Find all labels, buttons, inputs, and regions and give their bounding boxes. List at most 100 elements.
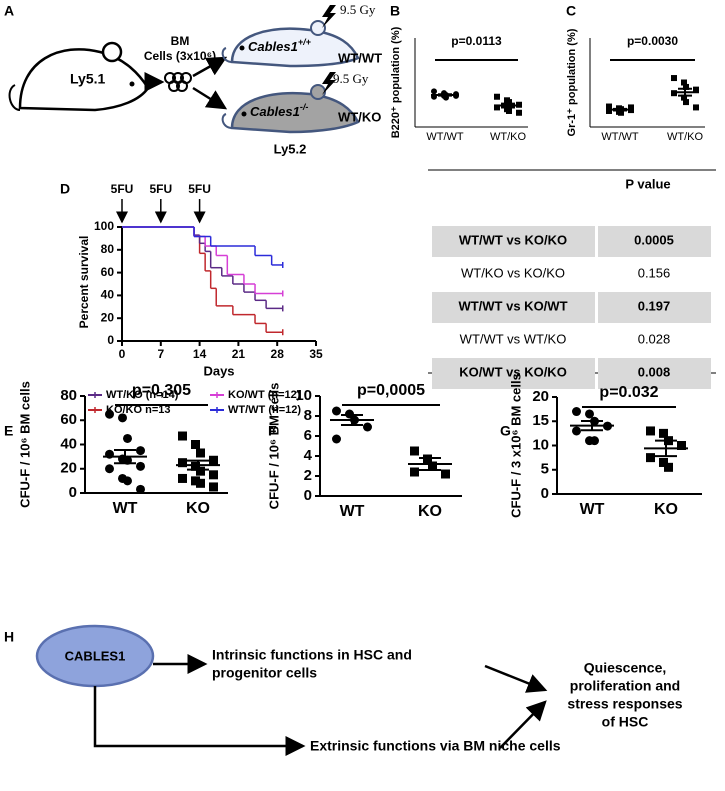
genotype: -/- <box>300 102 309 112</box>
arrow-label: Intrinsic functions in HSC and <box>212 647 412 663</box>
data-point <box>681 94 687 101</box>
table-row-shade <box>432 358 595 389</box>
table-cell: 0.0005 <box>634 232 674 247</box>
outcome-label: stress responses <box>567 696 682 712</box>
panel-letter: B <box>390 3 400 19</box>
y-axis-label: B220⁺ population (%) <box>390 26 402 138</box>
data-point <box>136 484 145 494</box>
data-point <box>332 406 341 416</box>
cells-label: BM <box>171 34 190 48</box>
x-tick-label: WT <box>113 500 138 517</box>
panel-letter: C <box>566 3 576 19</box>
dose-label: 9.5 Gy <box>340 2 376 17</box>
y-tick-label: 10 <box>532 436 549 453</box>
panel-a-diagram <box>8 5 360 134</box>
y-tick-label: 20 <box>532 388 549 405</box>
x-tick-label: 35 <box>309 347 323 361</box>
legend-label: WT/KO (n=14) <box>106 389 179 401</box>
p-value: p=0.0030 <box>627 34 678 48</box>
table-row-shade <box>432 226 595 257</box>
data-point <box>494 104 500 111</box>
p-value: p=0,305 <box>132 382 191 399</box>
y-tick-label: 5 <box>541 461 549 478</box>
error-bar <box>419 457 441 471</box>
node-label: CABLES1 <box>65 648 126 663</box>
y-tick-label: 10 <box>295 387 312 404</box>
annotation: 5FU <box>188 182 211 196</box>
panel-letter: E <box>4 423 13 439</box>
panel-h-diagram <box>35 624 548 756</box>
data-point <box>693 86 699 93</box>
panel-letter: A <box>4 3 14 19</box>
x-tick-label: WT/WT <box>426 131 464 143</box>
data-point <box>410 467 419 477</box>
data-point <box>105 409 114 419</box>
data-point <box>646 426 655 436</box>
panel-letter: G <box>500 423 511 439</box>
annotation: 5FU <box>111 182 134 196</box>
y-tick-label: 40 <box>60 435 77 452</box>
x-tick-label: 7 <box>157 347 164 361</box>
y-tick-label: 4 <box>304 447 313 464</box>
data-point <box>606 107 612 114</box>
genotype: +/+ <box>298 37 312 47</box>
x-tick-label: 14 <box>193 347 207 361</box>
gene: Cables1 <box>248 39 298 54</box>
error-bar <box>438 93 452 97</box>
data-point <box>191 440 200 449</box>
table-cell: WT/WT vs KO/KO <box>459 232 567 247</box>
p-value: p=0,0005 <box>357 382 425 399</box>
arrow-label: Extrinsic functions via BM niche cells <box>310 738 561 754</box>
panel-letter: F <box>268 423 277 439</box>
p-value: p=0.032 <box>599 384 658 401</box>
data-point <box>506 107 512 114</box>
y-tick-label: 0 <box>304 487 312 504</box>
x-tick-label: KO <box>418 503 442 520</box>
y-axis-label: CFU-F / 10⁶ BM cells <box>17 381 32 508</box>
data-point <box>178 473 187 483</box>
y-tick-label: 8 <box>304 407 312 424</box>
y-axis-label: Gr-1⁺ population (%) <box>566 28 578 136</box>
y-tick-label: 60 <box>101 265 115 279</box>
data-point <box>191 461 200 471</box>
table-cell: 0.197 <box>638 298 671 313</box>
data-point <box>410 446 419 456</box>
error-bar <box>613 107 627 112</box>
error-bar <box>678 87 692 97</box>
data-point <box>209 482 218 492</box>
x-axis-label: Days <box>203 363 234 378</box>
p-value: p=0.0113 <box>451 34 502 48</box>
data-point <box>572 407 581 417</box>
table-row-shade <box>598 358 711 389</box>
x-tick-label: 0 <box>119 347 126 361</box>
x-tick-label: KO <box>186 500 210 517</box>
data-point <box>664 462 673 472</box>
error-bar <box>114 448 136 465</box>
x-tick-label: WT <box>580 501 605 518</box>
table-cell: WT/WT vs WT/KO <box>460 331 567 346</box>
x-tick-label: WT/WT <box>601 131 639 143</box>
data-point <box>683 83 689 90</box>
data-point <box>646 453 655 463</box>
table-row-shade <box>598 292 711 323</box>
data-point <box>209 470 218 480</box>
gene: Cables1 <box>250 104 300 119</box>
y-tick-label: 2 <box>304 467 312 484</box>
x-tick-label: 28 <box>271 347 285 361</box>
table-cell: WT/WT vs KO/WT <box>458 298 567 313</box>
legend-label: WT/WT (n=12) <box>228 404 301 416</box>
x-tick-label: WT/KO <box>667 131 703 143</box>
data-point <box>585 409 594 419</box>
data-point <box>196 478 205 488</box>
data-point <box>428 461 437 471</box>
y-tick-label: 20 <box>60 460 77 477</box>
data-point <box>506 99 512 106</box>
data-point <box>105 464 114 474</box>
data-point <box>209 455 218 465</box>
error-bar <box>341 414 363 426</box>
y-tick-label: 80 <box>60 387 77 404</box>
y-axis-label: CFU-F / 3 x10⁶ BM cells <box>508 373 523 518</box>
data-point <box>683 99 689 106</box>
table-header: P value <box>625 176 670 191</box>
data-point <box>681 79 687 86</box>
